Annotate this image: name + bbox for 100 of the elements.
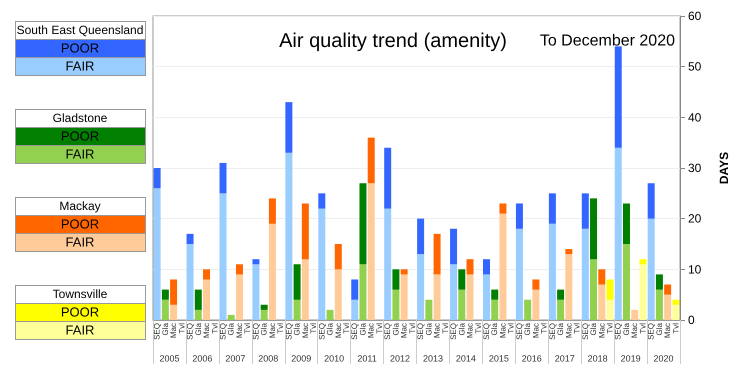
x-tick-label: Mac (564, 323, 574, 338)
bar (598, 284, 606, 320)
y-axis-title: DAYS (717, 152, 731, 184)
bar (400, 269, 408, 274)
bar (425, 300, 432, 320)
bar (268, 198, 276, 224)
x-tick-label: SEQ (186, 323, 195, 340)
x-tick-label: Mac (498, 323, 508, 338)
bar (252, 259, 260, 264)
x-tick-label: Mac (234, 323, 244, 338)
bar (351, 300, 358, 320)
y-tick-label: 0 (688, 313, 695, 327)
text: 2013 (422, 354, 443, 364)
x-tick-label: SEQ (614, 323, 623, 340)
x-tick-label: SEQ (416, 323, 426, 340)
x-tick-label: Gla (654, 322, 664, 336)
y-tick-label: 40 (688, 110, 702, 124)
bar (590, 259, 598, 320)
x-tick-label: Tvl (177, 322, 186, 334)
bar (236, 274, 243, 320)
bar (606, 300, 614, 320)
bar (318, 193, 326, 209)
bar (631, 310, 638, 320)
text: FAIR (66, 234, 94, 250)
x-tick-label: Mac (466, 323, 475, 338)
bar (450, 228, 458, 264)
bar (392, 269, 400, 290)
x-tick-label: Gla (160, 322, 170, 336)
bar (622, 203, 630, 244)
bar (368, 183, 375, 320)
bar (664, 294, 672, 320)
text: POOR (60, 40, 100, 56)
bar (392, 290, 400, 320)
bar (582, 193, 589, 229)
bar (302, 259, 309, 320)
text: 2011 (357, 354, 377, 364)
y-tick-label: 30 (688, 161, 702, 175)
bar (664, 284, 672, 295)
bar (203, 269, 210, 280)
text: Mackay (59, 199, 101, 213)
bar (499, 214, 506, 320)
text: POOR (60, 128, 100, 144)
bar (417, 254, 424, 320)
x-tick-label: Tvl (210, 322, 220, 334)
bar (384, 148, 392, 209)
bar (499, 203, 506, 214)
bar (302, 203, 309, 260)
x-tick-label: SEQ (251, 323, 260, 340)
x-tick-label: Mac (300, 323, 310, 338)
x-tick-label: Gla (326, 322, 335, 336)
x-tick-label: Gla (589, 322, 598, 336)
text: FAIR (66, 322, 94, 338)
x-tick-label: Gla (292, 322, 302, 336)
x-tick-label: Mac (630, 323, 640, 338)
bar (639, 259, 646, 264)
bar (532, 290, 540, 320)
text: To December 2020 (540, 32, 676, 50)
bar (170, 304, 178, 320)
bar (359, 183, 366, 264)
text: Air quality trend (amenity) (279, 30, 507, 52)
x-tick-label: SEQ (317, 323, 326, 340)
bar (458, 290, 466, 320)
x-tick-label: SEQ (548, 323, 557, 340)
x-tick-label: SEQ (449, 323, 458, 340)
bar (285, 152, 292, 320)
bar (606, 279, 614, 300)
x-tick-label: Tvl (342, 322, 352, 334)
bar (491, 290, 498, 300)
bar (565, 254, 572, 320)
bar (648, 183, 655, 219)
bar (260, 310, 268, 320)
bar (154, 188, 161, 320)
x-tick-label: SEQ (580, 323, 590, 340)
bar (458, 269, 466, 290)
text: 2007 (225, 354, 246, 364)
bar (548, 193, 556, 224)
bar (252, 264, 260, 320)
x-tick-label: Mac (366, 323, 376, 338)
bar (565, 249, 572, 254)
bar (154, 168, 161, 188)
bar (326, 310, 334, 320)
bar (228, 314, 235, 320)
bar (656, 274, 663, 290)
text: 2018 (588, 354, 608, 364)
bar (622, 244, 630, 320)
bar (491, 300, 498, 320)
x-tick-label: Tvl (276, 322, 286, 334)
x-tick-label: Tvl (540, 322, 549, 334)
bar (482, 274, 490, 320)
bar (434, 274, 441, 320)
bar (285, 102, 292, 153)
bar (417, 218, 424, 254)
x-tick-label: Gla (457, 322, 466, 336)
x-tick-label: SEQ (350, 323, 360, 340)
text: 2010 (324, 354, 344, 364)
text: 2020 (654, 354, 674, 364)
x-tick-label: SEQ (284, 323, 294, 340)
x-tick-label: Gla (424, 322, 434, 336)
y-tick-label: 60 (688, 9, 702, 23)
bar (590, 198, 598, 260)
